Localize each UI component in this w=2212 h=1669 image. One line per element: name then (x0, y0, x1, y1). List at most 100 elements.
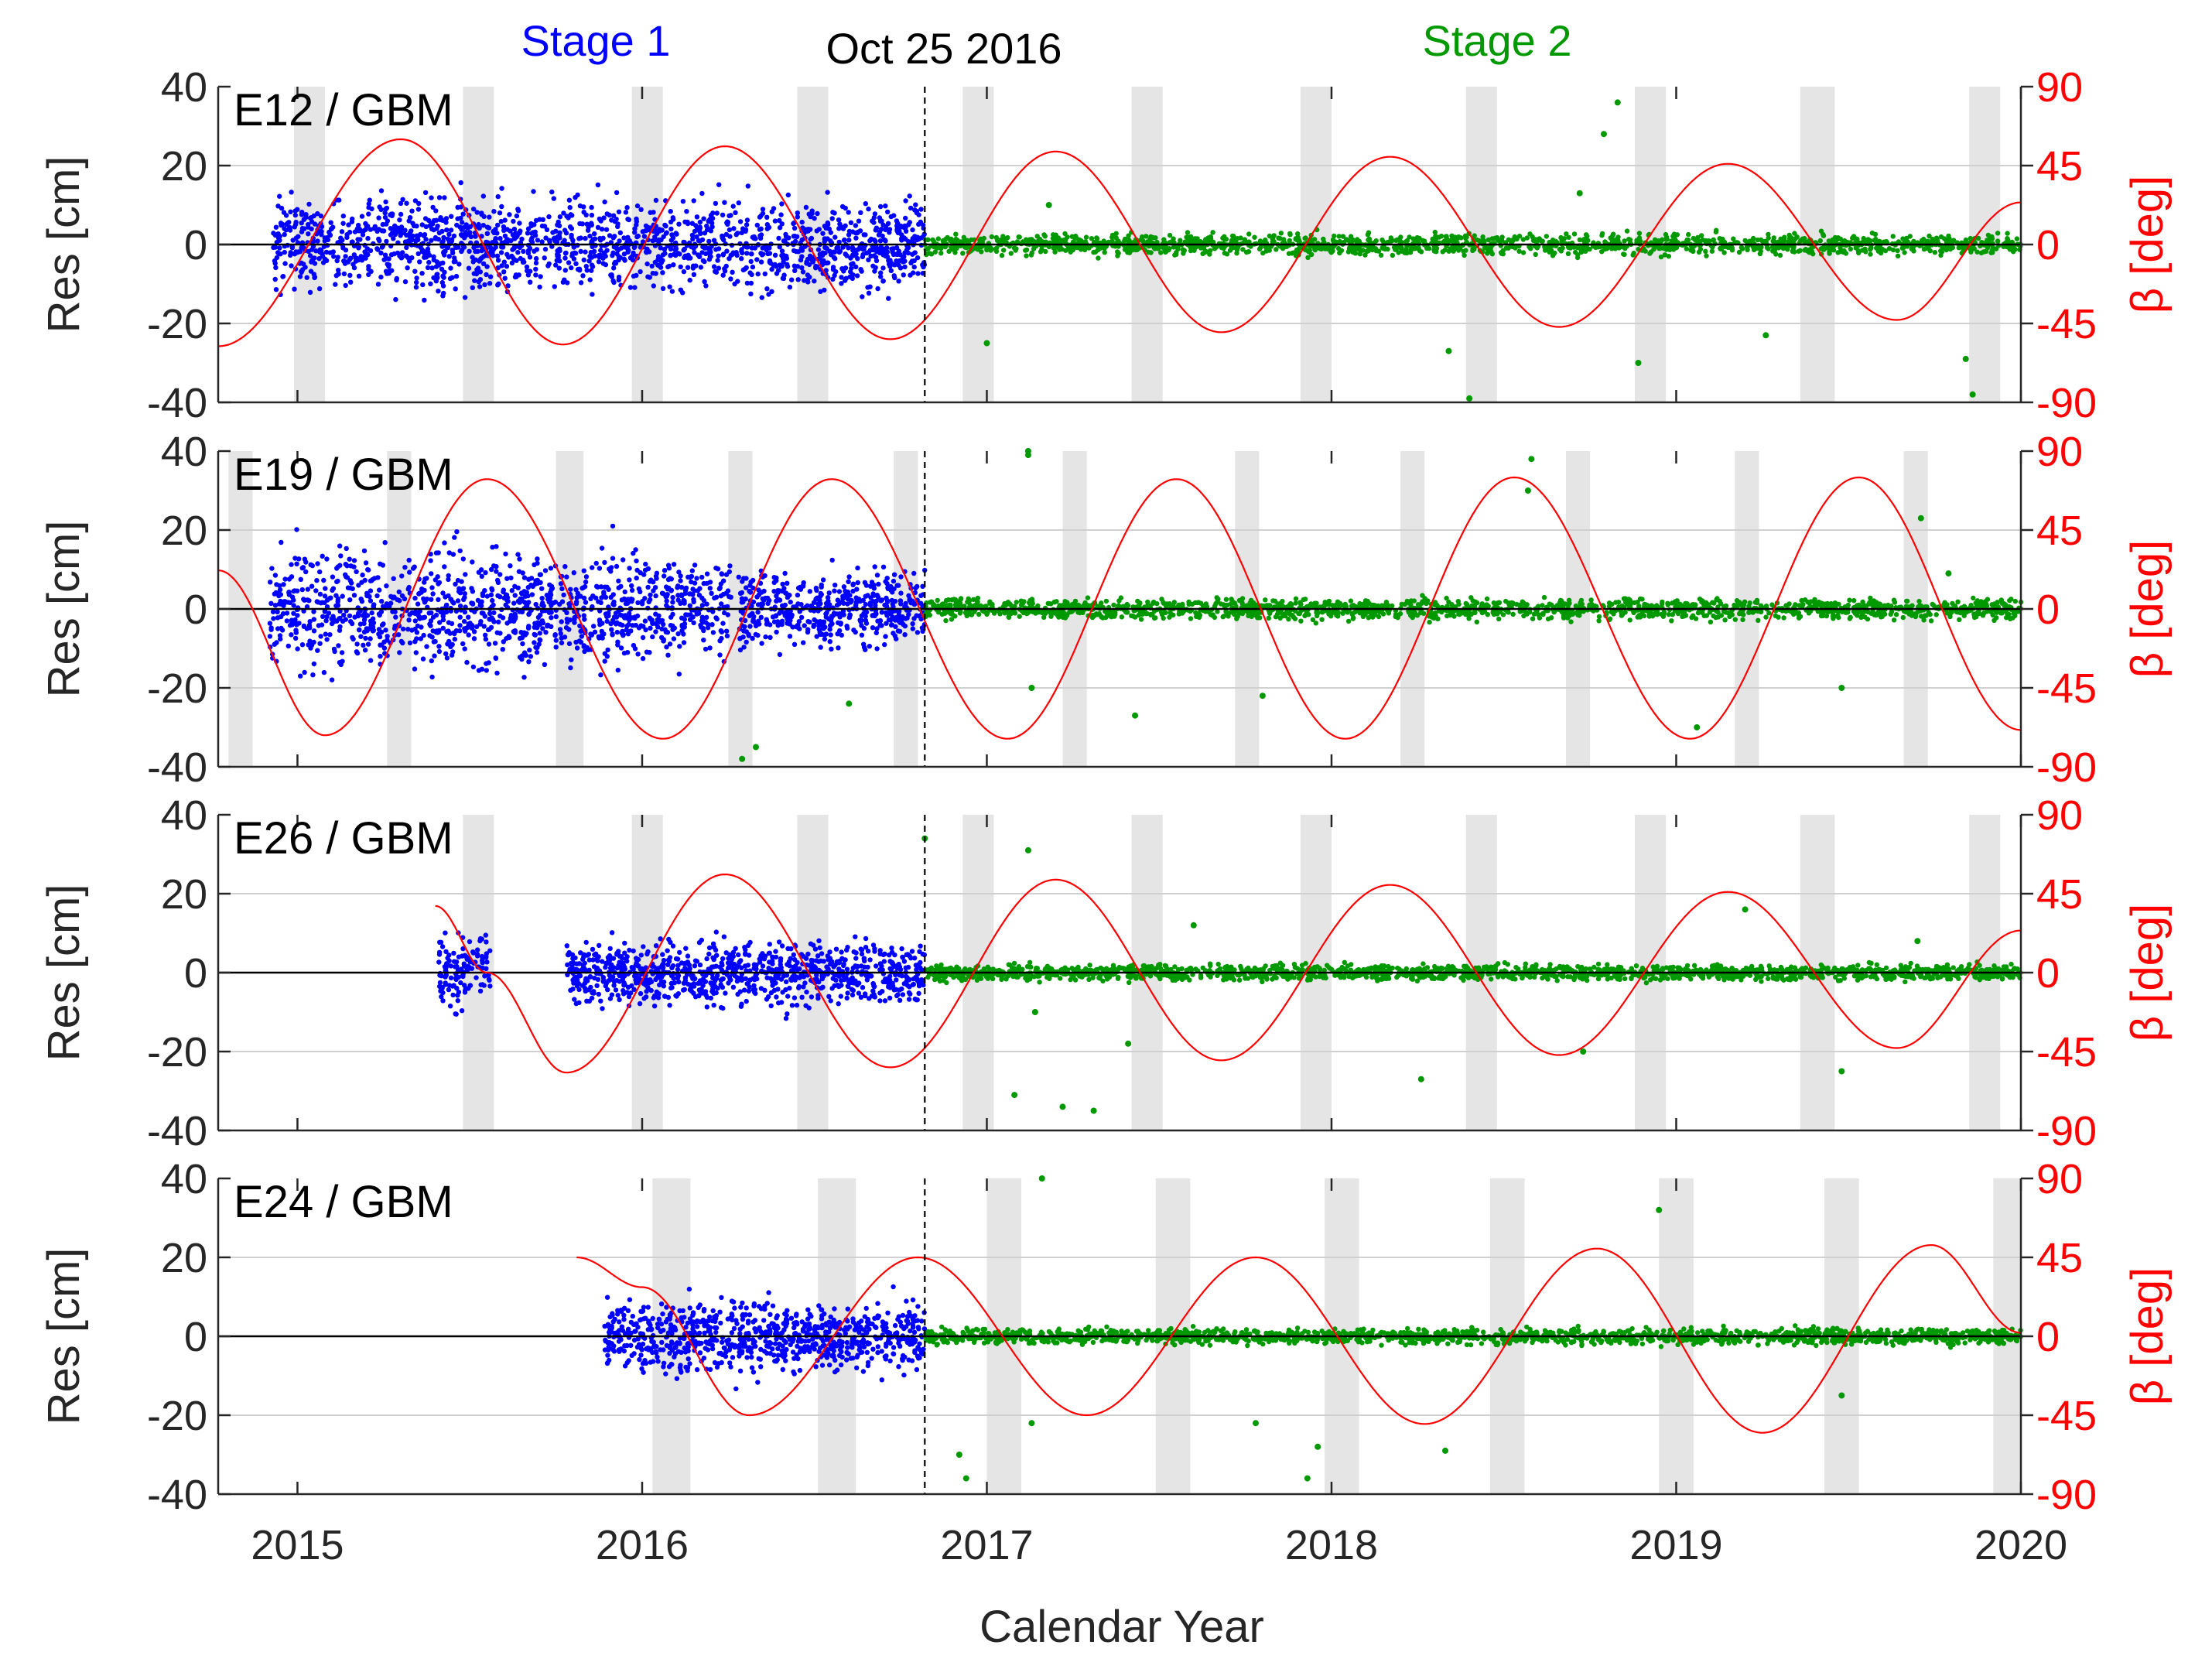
stage-1-residual-point (517, 556, 522, 562)
stage-1-residual-point (581, 585, 586, 590)
stage-1-residual-point (915, 237, 920, 243)
stage-1-residual-point (288, 250, 293, 255)
stage-1-residual-point (707, 253, 713, 259)
stage-1-residual-point (402, 239, 409, 245)
stage-1-residual-point (340, 221, 346, 226)
stage-1-residual-point (737, 647, 744, 653)
stage-1-residual-point (599, 546, 605, 551)
stage-1-residual-point (647, 615, 652, 621)
stage-1-residual-point (658, 265, 664, 270)
stage-1-residual-point (532, 640, 537, 645)
stage-1-residual-point (623, 210, 629, 215)
stage-1-residual-point (769, 209, 774, 214)
stage-1-residual-point (911, 264, 917, 270)
stage-1-residual-point (277, 193, 282, 199)
stage-1-residual-point (436, 230, 443, 236)
stage-1-residual-point (500, 245, 506, 250)
stage-1-residual-point (724, 248, 730, 254)
stage-1-residual-point (297, 249, 303, 255)
stage-1-residual-point (744, 251, 750, 256)
stage-1-residual-point (492, 641, 498, 646)
stage-2-residual-point (1853, 245, 1858, 251)
stage-1-residual-point (435, 272, 440, 277)
stage-1-residual-point (501, 639, 506, 645)
stage-1-residual-point (871, 220, 877, 225)
stage-1-residual-point (539, 586, 545, 591)
stage-2-residual-point (1191, 248, 1197, 253)
stage-1-residual-point (462, 646, 467, 652)
stage-1-residual-point (470, 559, 475, 565)
stage-1-residual-point (446, 620, 452, 625)
stage-1-residual-point (388, 212, 393, 217)
stage-2-residual-point (1669, 238, 1674, 244)
stage-1-residual-point (614, 563, 620, 569)
stage-1-residual-point (713, 200, 719, 207)
stage-2-residual-point (1252, 234, 1257, 240)
stage-1-residual-point (382, 210, 388, 216)
stage-1-residual-point (719, 571, 724, 576)
stage-1-residual-point (460, 556, 466, 562)
stage-1-residual-point (463, 230, 468, 235)
stage-1-residual-point (650, 621, 655, 626)
stage-1-residual-point (665, 652, 671, 658)
stage-1-residual-point (723, 590, 729, 596)
stage-1-residual-point (638, 570, 643, 576)
stage-1-residual-point (714, 210, 720, 216)
stage-2-residual-point (1755, 237, 1760, 243)
stage-1-residual-point (289, 594, 296, 600)
stage-1-residual-point (644, 250, 649, 255)
stage-1-residual-point (382, 252, 388, 258)
stage-2-residual-point (1094, 235, 1099, 241)
stage-1-residual-point (615, 221, 621, 227)
stage-1-residual-point (390, 595, 396, 601)
stage-2-residual-point (1856, 250, 1862, 255)
stage-1-residual-point (540, 626, 545, 631)
stage-2-residual-point (1520, 237, 1527, 242)
stage-1-residual-point (378, 250, 384, 256)
stage-1-residual-point (903, 215, 908, 221)
stage-1-residual-point (633, 547, 638, 552)
stage-2-residual-point (1321, 245, 1327, 251)
stage-1-residual-point (841, 268, 846, 274)
stage-1-residual-point (380, 221, 385, 227)
stage-1-residual-point (470, 600, 476, 606)
stage-2-residual-point (1287, 232, 1293, 238)
stage-1-residual-point (356, 583, 361, 588)
stage-1-residual-point (754, 222, 760, 228)
stage-1-residual-point (413, 285, 419, 290)
stage-1-residual-point (834, 245, 839, 251)
stage-2-residual-point (1742, 238, 1748, 244)
stage-1-residual-point (550, 230, 556, 235)
stage-1-residual-point (892, 262, 897, 268)
stage-1-residual-point (794, 234, 800, 239)
stage-1-residual-point (429, 634, 435, 640)
stage-1-residual-point (439, 266, 445, 272)
stage-2-residual-point (1630, 252, 1636, 258)
stage-1-residual-point (566, 627, 572, 632)
stage-1-residual-point (598, 238, 603, 243)
stage-1-residual-point (557, 258, 562, 264)
stage-1-residual-point (590, 292, 595, 297)
stage-1-residual-point (716, 253, 721, 258)
stage-1-residual-point (908, 272, 913, 278)
stage-1-residual-point (362, 577, 368, 583)
stage-1-residual-point (678, 264, 683, 270)
stage-1-residual-point (856, 229, 861, 234)
stage-1-residual-point (870, 613, 875, 618)
stage-1-residual-point (503, 602, 508, 608)
stage-1-residual-point (553, 614, 559, 620)
stage-1-residual-point (576, 266, 583, 272)
stage-2-residual-point (1330, 248, 1335, 254)
stage-1-residual-point (504, 264, 510, 269)
stage-1-residual-point (887, 264, 893, 269)
stage-2-residual-point (1658, 254, 1664, 260)
stage-1-residual-point (671, 262, 676, 268)
stage-2-residual-point (1983, 248, 1989, 254)
stage-1-residual-point (515, 552, 521, 557)
stage-1-residual-point (358, 254, 364, 259)
stage-1-residual-point (740, 267, 746, 273)
stage-1-residual-point (912, 207, 918, 213)
stage-1-residual-point (434, 226, 439, 231)
stage-1-residual-point (915, 271, 921, 276)
stage-1-residual-point (815, 247, 822, 252)
